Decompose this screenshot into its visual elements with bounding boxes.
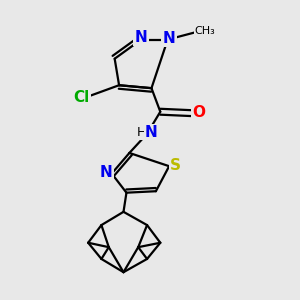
Text: N: N xyxy=(135,30,148,45)
Text: S: S xyxy=(170,158,181,173)
Text: Cl: Cl xyxy=(73,90,89,105)
Text: H: H xyxy=(136,126,146,139)
Text: O: O xyxy=(193,105,206,120)
Text: CH₃: CH₃ xyxy=(195,26,215,36)
Text: N: N xyxy=(145,125,158,140)
Text: N: N xyxy=(100,166,112,181)
Text: N: N xyxy=(163,31,175,46)
